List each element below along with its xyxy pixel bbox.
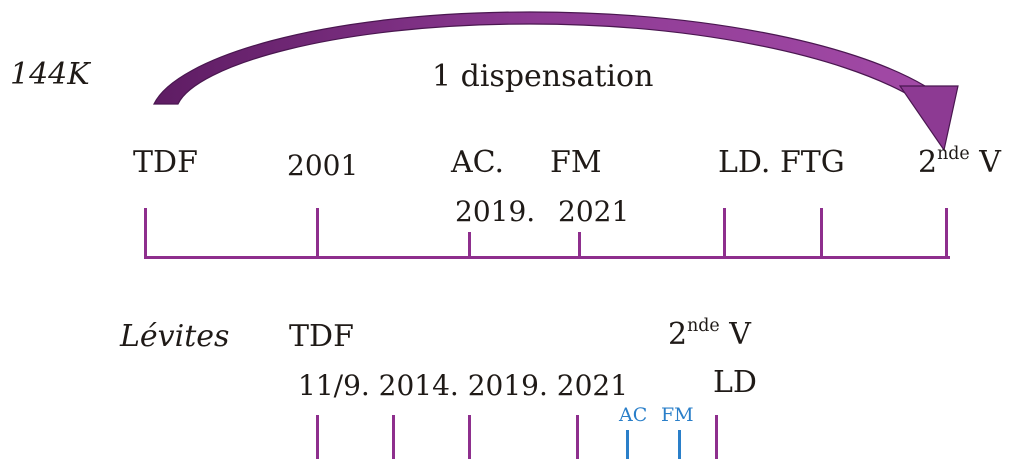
bottom-tick-2021 <box>576 415 579 459</box>
label-fm-bottom: FM <box>661 404 694 426</box>
bottom-tick-ld <box>715 415 718 459</box>
label-fm-top: FM <box>550 145 602 180</box>
bottom-tick-11-9 <box>316 415 319 459</box>
top-tick-second-v <box>945 208 948 258</box>
top-tick-ld <box>723 208 726 258</box>
label-second-v-bottom: 2nde V <box>668 315 751 352</box>
label-ld-ftg-top: LD. FTG <box>718 145 845 180</box>
label-tdf-top: TDF <box>133 145 198 180</box>
top-tick-ftg <box>820 208 823 258</box>
bottom-tick-2019 <box>468 415 471 459</box>
bottom-tick-2014 <box>392 415 395 459</box>
top-tick-2001 <box>316 208 319 258</box>
label-2001-top: 2001 <box>287 149 359 182</box>
label-2021-top: 2021 <box>558 195 630 228</box>
bottom-tick-fm <box>678 430 681 459</box>
arrow-head <box>898 85 959 152</box>
bottom-tick-ac <box>626 430 629 459</box>
arc-label: 1 dispensation <box>432 59 654 94</box>
top-tick-ac <box>468 232 471 258</box>
label-second-v-top: 2nde V <box>918 143 1001 180</box>
label-ac-top: AC. <box>451 145 505 180</box>
label-tdf-bottom: TDF <box>289 319 354 354</box>
label-ac-bottom: AC <box>619 404 648 426</box>
top-tick-tdf <box>144 208 147 258</box>
label-dates-bottom: 11/9. 2014. 2019. 2021 <box>298 369 629 402</box>
series-label-144k: 144K <box>10 57 90 92</box>
top-tick-fm <box>578 232 581 258</box>
top-timeline-axis <box>144 256 950 259</box>
series-label-levites: Lévites <box>120 319 230 354</box>
label-ld-bottom: LD <box>713 365 757 400</box>
label-2019-top: 2019. <box>455 195 536 228</box>
